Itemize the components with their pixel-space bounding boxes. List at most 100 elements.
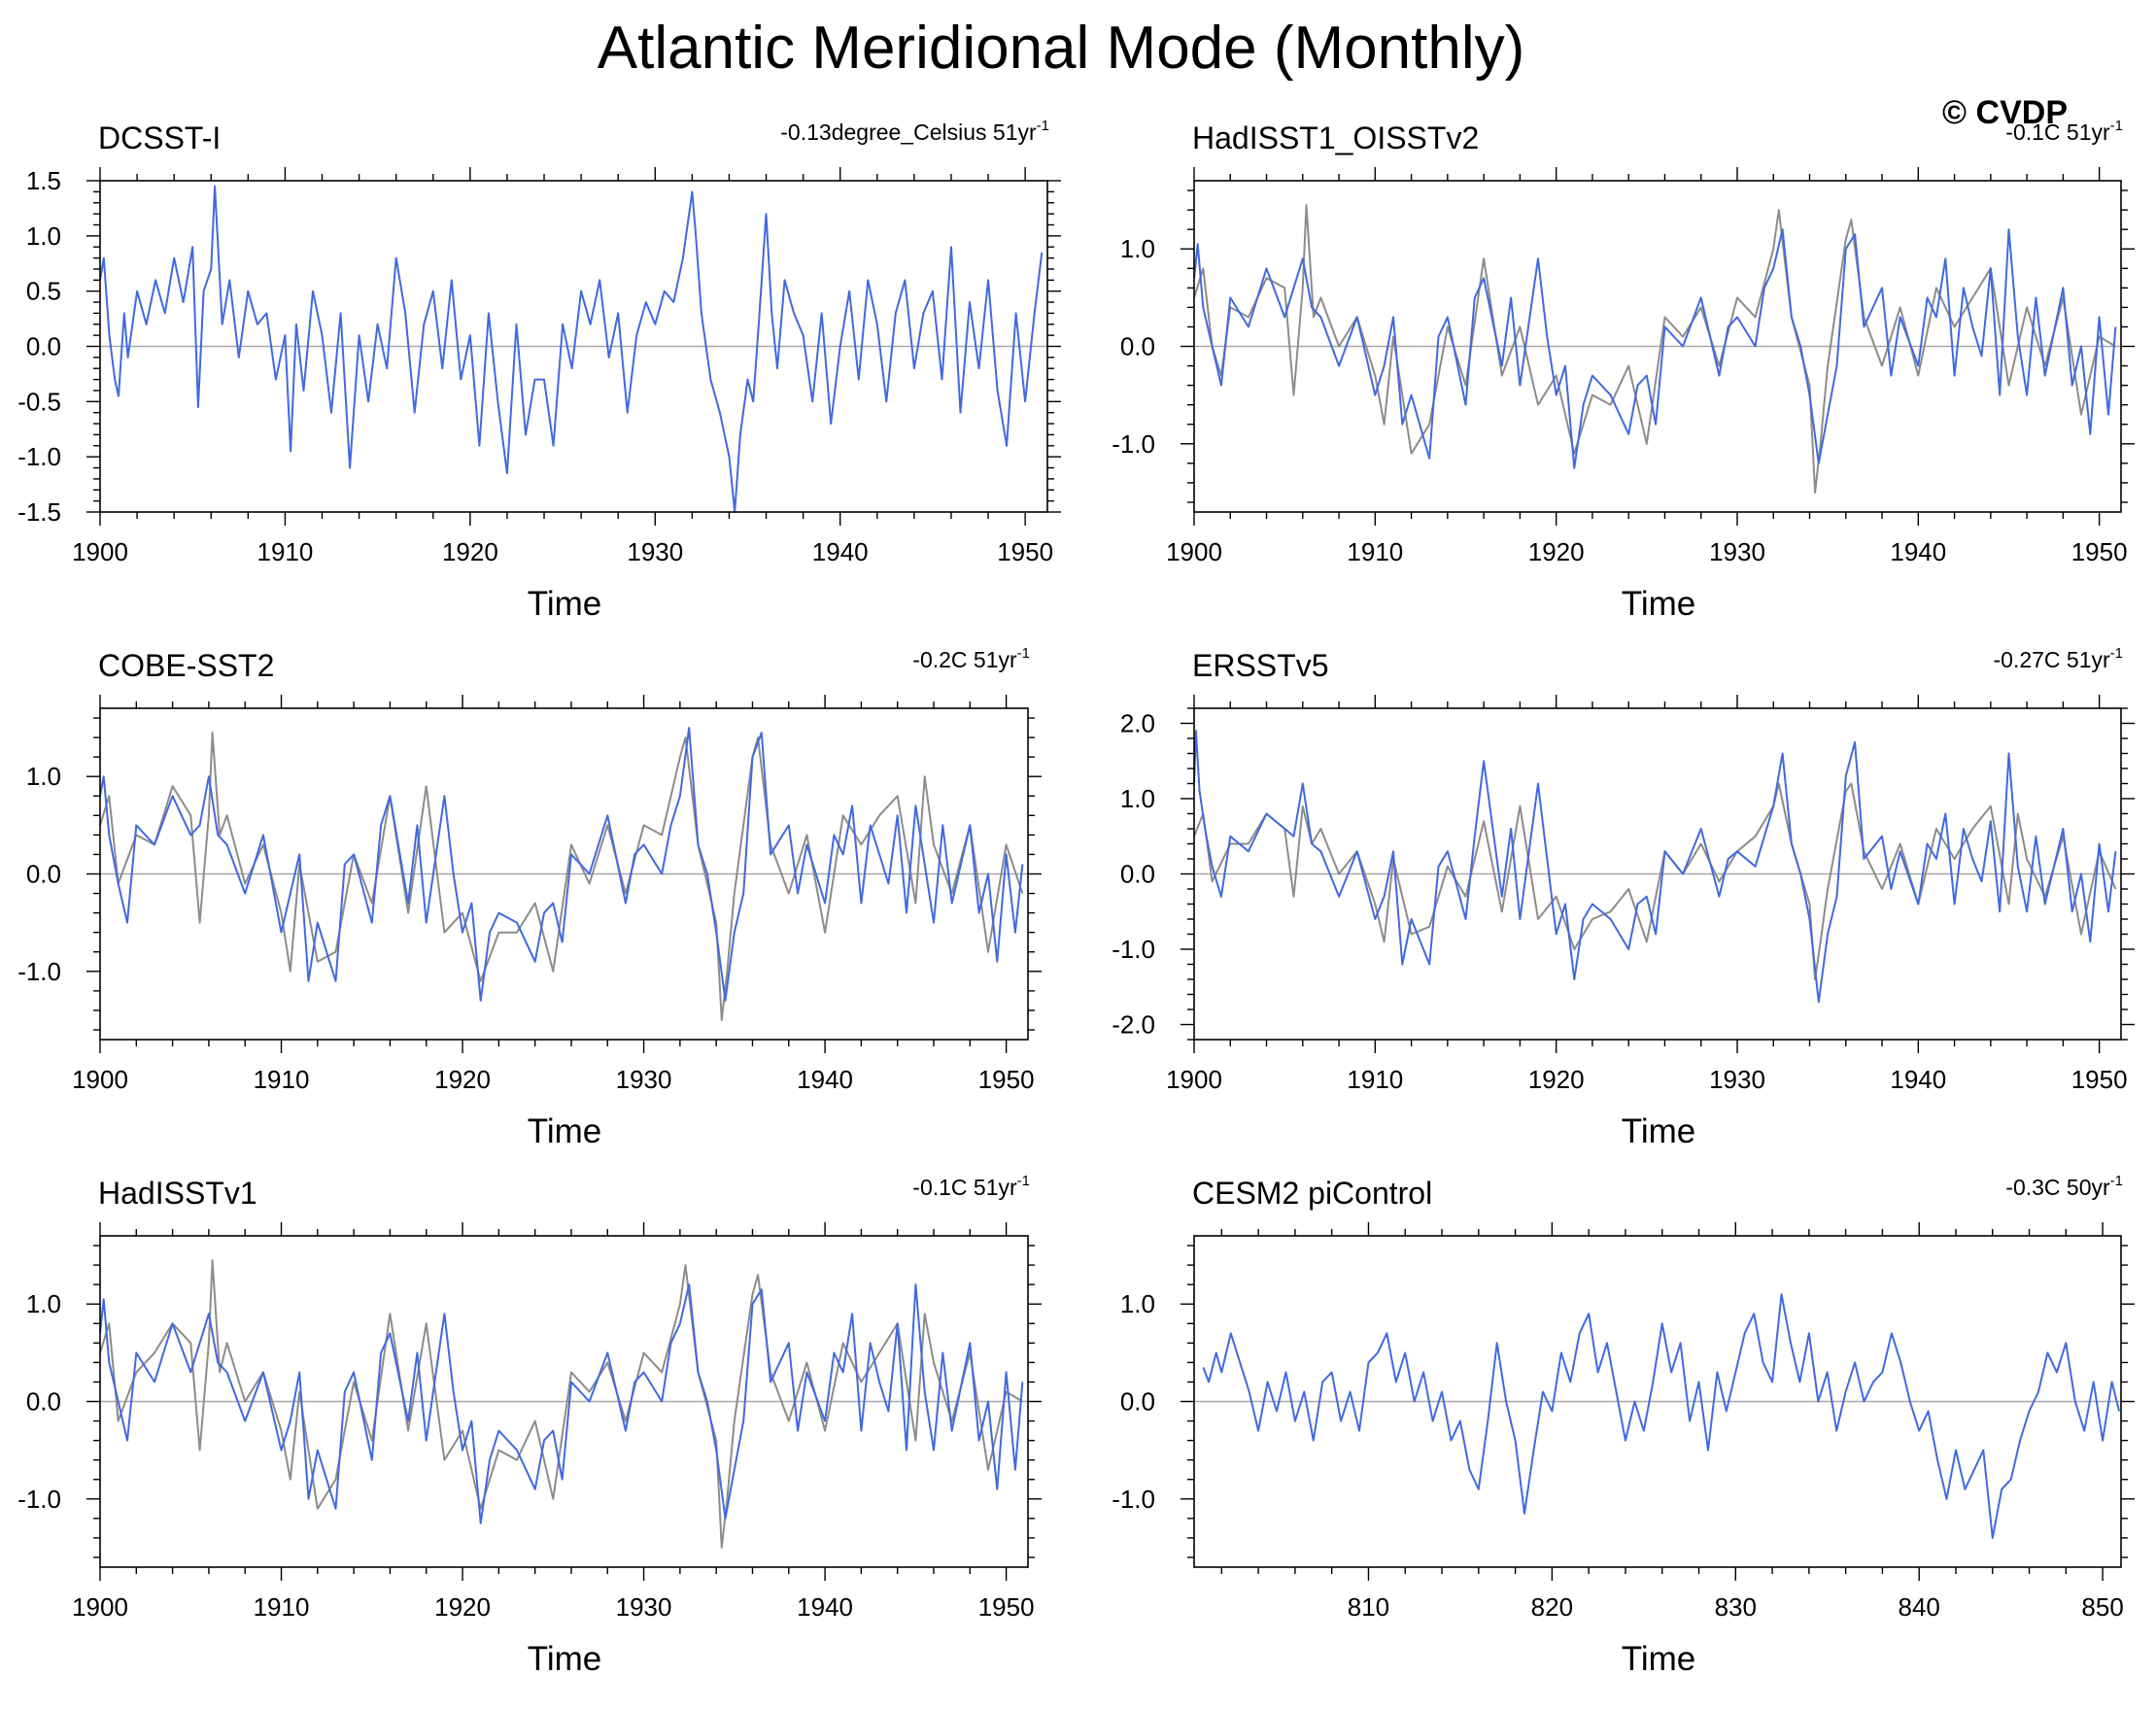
x-tick-label: 1940 bbox=[812, 537, 869, 566]
x-tick-label: 1920 bbox=[434, 1592, 491, 1622]
series-line-observed bbox=[99, 727, 1024, 1002]
trend-value: -0.1C 51yr bbox=[2005, 120, 2110, 145]
x-axis-label: Time bbox=[1622, 1112, 1695, 1150]
x-tick-label: 1900 bbox=[72, 1065, 128, 1094]
x-tick-label: 1930 bbox=[616, 1065, 672, 1094]
x-tick-label: 1950 bbox=[2071, 1065, 2128, 1094]
x-tick-label: 1920 bbox=[1528, 1065, 1585, 1094]
series-line-observed bbox=[99, 1283, 1024, 1524]
series-line-observed bbox=[1193, 228, 2117, 469]
trend-value: -0.13degree_Celsius 51yr bbox=[780, 120, 1037, 145]
trend-exponent: -1 bbox=[1037, 118, 1049, 134]
panel-title: DCSST-I bbox=[98, 120, 221, 155]
trend-value: -0.27C 51yr bbox=[1993, 647, 2110, 672]
x-axis-label: Time bbox=[528, 1112, 601, 1150]
trend-annotation: -0.2C 51yr-1 bbox=[912, 645, 1030, 672]
x-tick-label: 830 bbox=[1715, 1592, 1757, 1622]
x-tick-label: 810 bbox=[1348, 1592, 1389, 1622]
chart-panel-2: 1900 1910 1920 1930 1940 1950 -1.0 0.0 1.0 Time Ha… bbox=[1112, 118, 2135, 623]
x-tick-label: 1900 bbox=[1166, 1065, 1222, 1094]
x-tick-label: 1900 bbox=[72, 1592, 128, 1622]
trend-annotation: -0.1C 51yr-1 bbox=[2005, 118, 2123, 145]
series-line-reference bbox=[1193, 204, 2116, 494]
panel-title: ERSSTv5 bbox=[1192, 648, 1328, 683]
y-tick-label: 1.0 bbox=[26, 1289, 61, 1318]
x-tick-label: 1910 bbox=[257, 537, 314, 566]
series-line-reference bbox=[99, 1259, 1023, 1549]
y-tick-label: 2.0 bbox=[1120, 709, 1155, 738]
y-tick-label: 0.0 bbox=[26, 1387, 61, 1417]
x-tick-label: 850 bbox=[2081, 1592, 2123, 1622]
chart-panel-5: 1900 1910 1920 1930 1940 1950 -1.0 0.0 1.0 Time Ha… bbox=[17, 1173, 1042, 1678]
x-tick-label: 1930 bbox=[627, 537, 683, 566]
x-tick-label: 1950 bbox=[978, 1065, 1035, 1094]
chart-panel-4: 1900 1910 1920 1930 1940 1950 -2.0 -1.0 0.0 1.0 2.… bbox=[1112, 645, 2135, 1150]
x-tick-label: 1940 bbox=[1890, 537, 1946, 566]
x-tick-label: 1940 bbox=[797, 1592, 853, 1622]
y-tick-label: 1.0 bbox=[1120, 1289, 1155, 1318]
x-tick-label: 1910 bbox=[1347, 537, 1403, 566]
x-tick-label: 1910 bbox=[1347, 1065, 1403, 1094]
x-axis-label: Time bbox=[528, 585, 601, 623]
y-tick-label: -2.0 bbox=[1112, 1010, 1155, 1040]
trend-annotation: -0.1C 51yr-1 bbox=[912, 1173, 1030, 1200]
y-tick-label: -1.0 bbox=[1112, 935, 1155, 964]
trend-exponent: -1 bbox=[2110, 1173, 2123, 1189]
figure-title: Atlantic Meridional Mode (Monthly) bbox=[598, 15, 1525, 82]
x-tick-label: 1900 bbox=[72, 537, 128, 566]
y-tick-label: 1.0 bbox=[1120, 234, 1155, 263]
trend-annotation: -0.13degree_Celsius 51yr-1 bbox=[780, 118, 1049, 145]
series-line-observed bbox=[1202, 1293, 2121, 1539]
x-tick-label: 840 bbox=[1899, 1592, 1940, 1622]
y-tick-label: 1.0 bbox=[26, 222, 61, 251]
trend-exponent: -1 bbox=[2110, 118, 2123, 134]
chart-panel-6: 810 820 830 840 850 -1.0 0.0 1.0 Time CESM2 piCon… bbox=[1112, 1173, 2135, 1678]
y-tick-label: 1.0 bbox=[1120, 784, 1155, 813]
panel-title: HadISST1_OISSTv2 bbox=[1192, 120, 1479, 155]
y-tick-label: 0.0 bbox=[1120, 1387, 1155, 1417]
trend-exponent: -1 bbox=[1017, 1173, 1030, 1189]
watermark-text: © CVDP bbox=[1942, 94, 2068, 131]
x-tick-label: 1930 bbox=[616, 1592, 672, 1622]
y-tick-label: 0.0 bbox=[26, 860, 61, 889]
x-tick-label: 820 bbox=[1531, 1592, 1573, 1622]
trend-value: -0.3C 50yr bbox=[2005, 1175, 2110, 1200]
x-tick-label: 1920 bbox=[434, 1065, 491, 1094]
x-tick-label: 1910 bbox=[254, 1592, 310, 1622]
panel-title: HadISSTv1 bbox=[98, 1176, 257, 1211]
y-tick-label: 1.0 bbox=[26, 762, 61, 791]
x-tick-label: 1930 bbox=[1709, 1065, 1765, 1094]
x-tick-label: 1900 bbox=[1166, 537, 1222, 566]
series-line-observed bbox=[99, 185, 1044, 513]
y-tick-label: -1.5 bbox=[17, 497, 61, 527]
x-tick-label: 1920 bbox=[1528, 537, 1585, 566]
y-tick-label: -1.0 bbox=[17, 1485, 61, 1514]
x-tick-label: 1940 bbox=[1890, 1065, 1946, 1094]
trend-value: -0.2C 51yr bbox=[912, 647, 1017, 672]
x-tick-label: 1930 bbox=[1709, 537, 1765, 566]
chart-panel-1: 1900 1910 1920 1930 1940 1950 -1.5 -1.0 -0.5 0.0 0… bbox=[17, 118, 1061, 623]
chart-panel-3: 1900 1910 1920 1930 1940 1950 -1.0 0.0 1.0 Time CO… bbox=[17, 645, 1042, 1150]
x-tick-label: 1950 bbox=[978, 1592, 1035, 1622]
x-axis-label: Time bbox=[1622, 1640, 1695, 1678]
y-tick-label: -1.0 bbox=[1112, 1485, 1155, 1514]
y-tick-label: 0.0 bbox=[1120, 332, 1155, 361]
x-tick-label: 1940 bbox=[797, 1065, 853, 1094]
series-line-observed bbox=[1193, 730, 2117, 1004]
trend-exponent: -1 bbox=[2110, 645, 2123, 662]
x-axis-label: Time bbox=[1622, 585, 1695, 623]
panel-title: CESM2 piControl bbox=[1192, 1176, 1432, 1211]
x-tick-label: 1950 bbox=[2071, 537, 2128, 566]
y-tick-label: 0.0 bbox=[26, 332, 61, 361]
trend-exponent: -1 bbox=[1017, 645, 1030, 662]
y-tick-label: 0.5 bbox=[26, 277, 61, 306]
x-tick-label: 1920 bbox=[442, 537, 498, 566]
y-tick-label: -1.0 bbox=[17, 957, 61, 986]
trend-annotation: -0.3C 50yr-1 bbox=[2005, 1173, 2123, 1200]
x-tick-label: 1910 bbox=[254, 1065, 310, 1094]
y-tick-label: -1.0 bbox=[17, 442, 61, 471]
y-tick-label: 0.0 bbox=[1120, 860, 1155, 889]
y-tick-label: -0.5 bbox=[17, 387, 61, 416]
trend-annotation: -0.27C 51yr-1 bbox=[1993, 645, 2123, 672]
